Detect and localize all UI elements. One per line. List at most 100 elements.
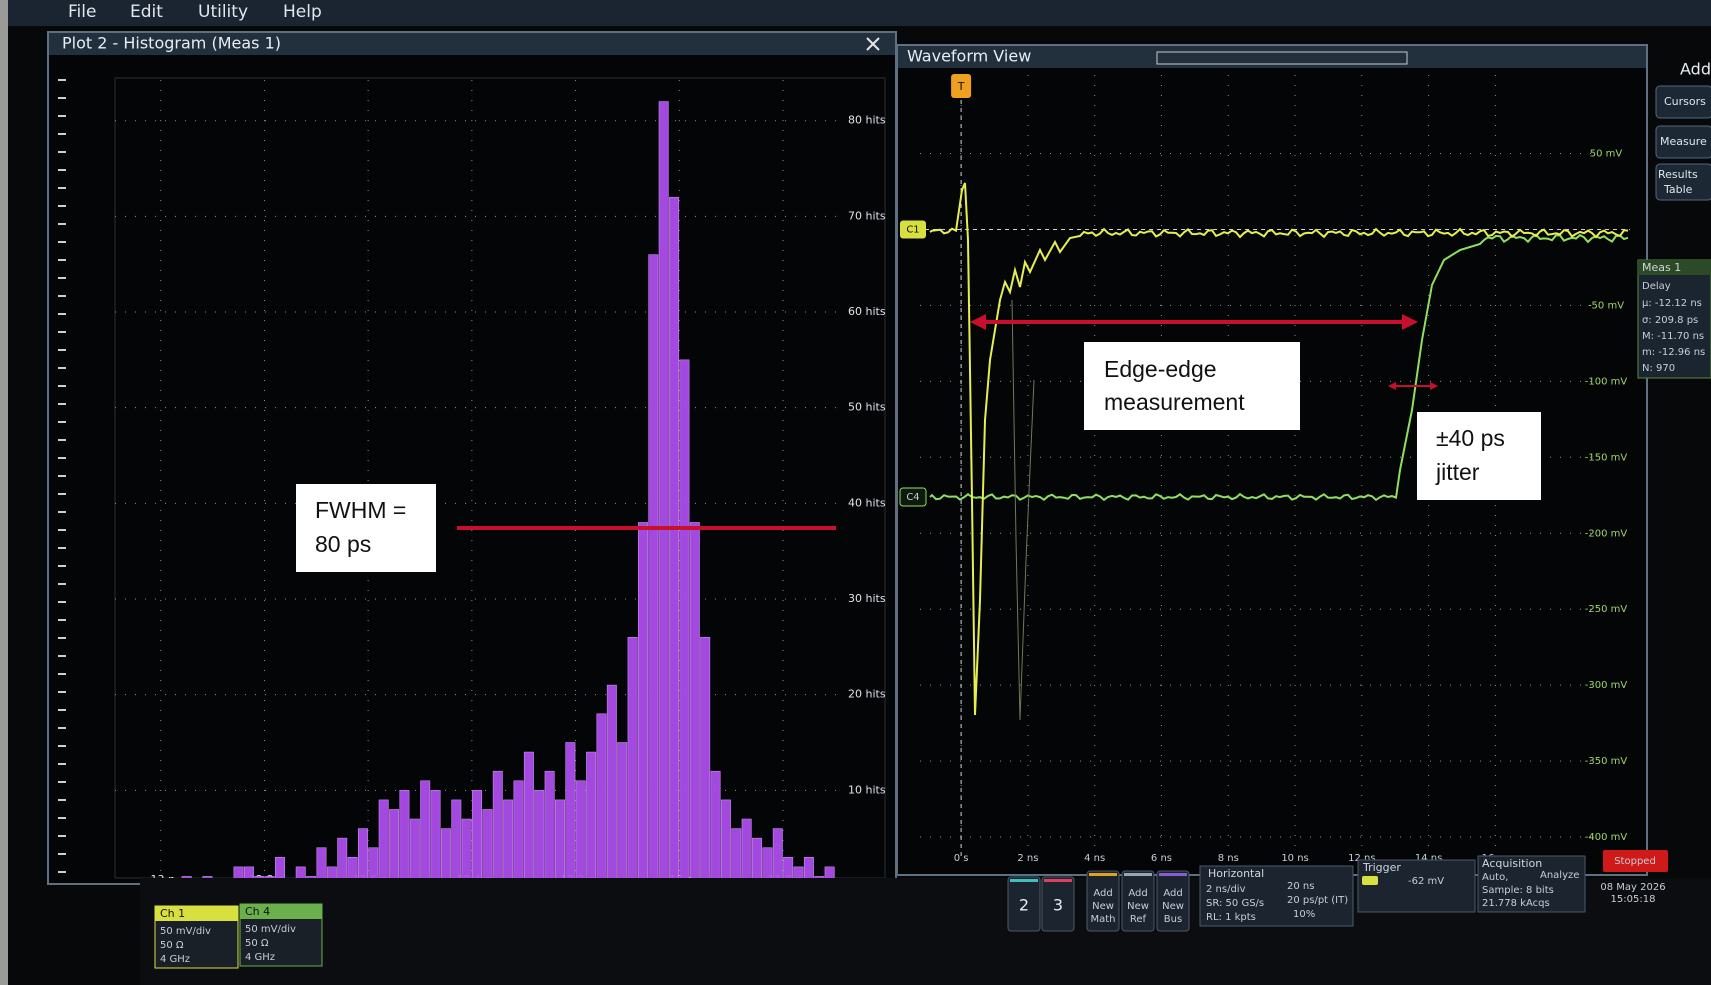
histogram-bar: [566, 743, 575, 886]
histogram-bar: [638, 522, 647, 886]
menu-item[interactable]: Edit: [130, 2, 163, 22]
button-color: [1089, 873, 1117, 876]
button-label: Add: [1163, 888, 1182, 899]
badge-title: Horizontal: [1208, 867, 1264, 880]
button-label: Table: [1663, 183, 1693, 196]
measurement-stat: μ: -12.12 ns: [1642, 298, 1702, 309]
histogram-bar: [493, 771, 502, 886]
oscilloscope-screen: File Edit Utility Help Plot 2 - Histogra…: [0, 0, 1711, 985]
histogram-bar: [410, 819, 419, 886]
histogram-bar: [483, 809, 492, 886]
button-label: Math: [1090, 914, 1115, 925]
y-tick-label: -350 mV: [1585, 756, 1628, 767]
histogram-bar: [711, 771, 720, 886]
histogram-bar: [421, 781, 430, 886]
channel-setting: 4 GHz: [245, 952, 275, 963]
trigger-level: -62 mV: [1408, 876, 1444, 887]
channel-color: [1010, 879, 1038, 882]
badge-title: Trigger: [1362, 861, 1401, 874]
y-tick-label: -100 mV: [1585, 376, 1628, 387]
x-tick-label: 4 ns: [1084, 853, 1105, 864]
histogram-panel: [48, 32, 896, 884]
badge-setting: Auto,: [1482, 872, 1508, 883]
channel-name: Ch 4: [245, 905, 270, 918]
y-tick-label: 40 hits: [848, 496, 886, 509]
histogram-bar: [555, 800, 564, 886]
channel-setting: 50 mV/div: [245, 924, 296, 935]
y-tick-label: -150 mV: [1585, 452, 1628, 463]
button-label: Ref: [1130, 914, 1147, 925]
badge-setting: Analyze: [1540, 870, 1579, 881]
histogram-bar: [773, 829, 782, 886]
bezel-edge: [0, 0, 8, 985]
y-tick-label: 30 hits: [848, 592, 886, 605]
histogram-bar: [535, 790, 544, 886]
run-state: Stopped: [1614, 856, 1656, 867]
channel-color: [1044, 879, 1072, 882]
panel-title: Plot 2 - Histogram (Meas 1): [62, 34, 281, 53]
menu-item[interactable]: Utility: [198, 2, 248, 22]
channel-setting: 50 Ω: [245, 938, 269, 949]
histogram-bar: [690, 522, 699, 886]
y-tick-label: 50 mV: [1590, 149, 1623, 160]
histogram-bar: [431, 790, 440, 886]
x-tick-label: 2 ns: [1017, 853, 1038, 864]
x-tick-label: 8 ns: [1218, 853, 1239, 864]
button-label: Bus: [1164, 914, 1182, 925]
add-label: Add: [1680, 60, 1711, 79]
panel-title: Waveform View: [907, 47, 1031, 66]
histogram-bar: [545, 771, 554, 886]
annotation-text: Edge-edge: [1104, 356, 1217, 382]
y-tick-label: 50 hits: [848, 401, 886, 414]
time: 15:05:18: [1611, 894, 1656, 905]
annotation-text: ±40 ps: [1436, 425, 1505, 451]
menu-item[interactable]: Help: [283, 2, 322, 22]
button-label: New: [1127, 901, 1149, 912]
button-label: Add: [1093, 888, 1112, 899]
button-label: 3: [1053, 896, 1063, 915]
histogram-bar: [701, 637, 710, 886]
menu-item[interactable]: File: [68, 2, 96, 22]
histogram-bar: [628, 637, 637, 886]
badge-setting: 20 ps/pt (IT): [1287, 895, 1348, 906]
histogram-bar: [503, 800, 512, 886]
badge-setting: Sample: 8 bits: [1482, 885, 1554, 896]
histogram-bar: [379, 800, 388, 886]
histogram-bar: [576, 781, 585, 886]
histogram-bar: [659, 102, 668, 886]
y-tick-label: 80 hits: [848, 114, 886, 127]
badge-setting: 20 ns: [1287, 881, 1314, 892]
annotation-text: measurement: [1104, 389, 1245, 415]
button-label: Measure: [1660, 135, 1707, 148]
histogram-bar: [649, 255, 658, 886]
channel-setting: 50 mV/div: [160, 926, 211, 937]
button-label: Results: [1658, 168, 1698, 181]
measurement-name: Meas 1: [1642, 261, 1681, 274]
channel-marker-label: C1: [906, 224, 919, 235]
histogram-bar: [721, 800, 730, 886]
y-tick-label: 70 hits: [848, 209, 886, 222]
histogram-bar: [597, 714, 606, 886]
channel-marker-label: C4: [906, 492, 919, 503]
button-color: [1124, 873, 1152, 876]
measurement-stat: m: -12.96 ns: [1642, 347, 1705, 358]
histogram-bar: [358, 829, 367, 886]
histogram-bar: [742, 819, 751, 886]
channel-name: Ch 1: [160, 907, 185, 920]
button-label: Cursors: [1664, 95, 1706, 108]
badge-setting: RL: 1 kpts: [1206, 912, 1256, 923]
channel-setting: 50 Ω: [160, 940, 184, 951]
button-label: Add: [1128, 888, 1147, 899]
histogram-bar: [607, 685, 616, 886]
histogram-bar: [400, 790, 409, 886]
trigger-marker-label: T: [957, 80, 965, 93]
histogram-bar: [389, 809, 398, 886]
y-tick-label: -200 mV: [1585, 528, 1628, 539]
histogram-bar: [732, 829, 741, 886]
y-tick-label: -50 mV: [1588, 300, 1624, 311]
histogram-bar: [669, 197, 678, 886]
histogram-bar: [524, 752, 533, 886]
histogram-bar: [452, 800, 461, 886]
trigger-source: [1362, 876, 1378, 885]
